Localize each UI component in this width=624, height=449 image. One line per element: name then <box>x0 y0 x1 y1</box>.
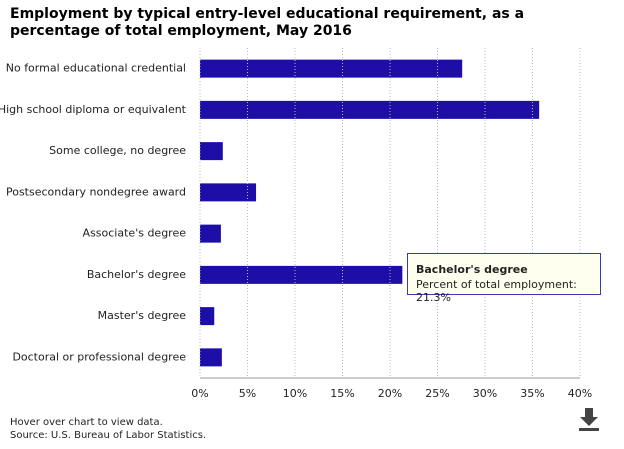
y-tick-label: Postsecondary nondegree award <box>6 185 186 198</box>
bar <box>200 183 257 202</box>
y-tick-label: Associate's degree <box>83 227 187 240</box>
chart-title: Employment by typical entry-level educat… <box>10 6 525 39</box>
bar <box>200 348 222 367</box>
x-tick-label: 35% <box>520 387 544 400</box>
notes: Hover over chart to view data. Source: U… <box>10 416 206 442</box>
x-tick-label: 40% <box>568 387 592 400</box>
bar <box>200 307 215 326</box>
y-tick-label: Bachelor's degree <box>87 268 186 281</box>
y-tick-label: Doctoral or professional degree <box>12 350 186 363</box>
y-tick-label: No formal educational credential <box>6 62 186 75</box>
download-icon[interactable] <box>579 408 599 431</box>
x-tick-label: 20% <box>378 387 402 400</box>
source: Source: U.S. Bureau of Labor Statistics. <box>10 430 207 441</box>
bar <box>200 100 540 119</box>
bar <box>200 142 223 161</box>
note: Hover over chart to view data. <box>10 417 163 428</box>
bar <box>200 265 403 284</box>
x-tick-label: 5% <box>239 387 256 400</box>
tooltip-text: Percent of total employment: 21.3% <box>416 278 577 304</box>
x-tick-label: 0% <box>191 387 208 400</box>
x-tick-label: 30% <box>473 387 497 400</box>
y-tick-label: Master's degree <box>98 309 187 322</box>
x-tick-label: 15% <box>330 387 354 400</box>
bar <box>200 59 463 78</box>
tooltip-title: Bachelor's degree <box>416 263 528 276</box>
x-tick-label: 25% <box>425 387 449 400</box>
bar <box>200 224 221 243</box>
y-tick-label: Some college, no degree <box>49 144 186 157</box>
y-tick-label: High school diploma or equivalent <box>0 103 187 116</box>
tooltip: Bachelor's degree Percent of total emplo… <box>407 253 601 304</box>
x-tick-label: 10% <box>283 387 307 400</box>
